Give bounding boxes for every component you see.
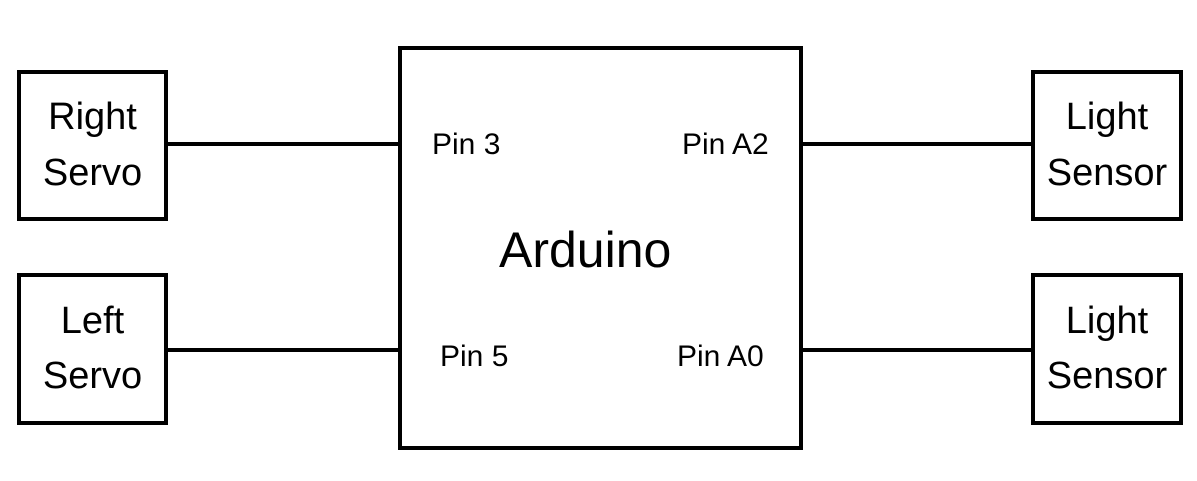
wire-pin-a2-light-sensor <box>803 142 1031 146</box>
pin-a2-label: Pin A2 <box>682 128 769 161</box>
wire-left-servo-pin-5 <box>168 348 400 352</box>
pin-3-label: Pin 3 <box>432 128 501 161</box>
left-servo-label-line1: Left <box>60 299 125 342</box>
right-servo-box: Right Servo <box>17 70 168 221</box>
arduino-box <box>398 46 803 450</box>
arduino-label: Arduino <box>499 222 672 278</box>
right-servo-label-line1: Right <box>48 96 137 139</box>
wire-pin-a0-light-sensor <box>803 348 1031 352</box>
light-sensor-top-box: Light Sensor <box>1031 70 1183 221</box>
wire-right-servo-pin-3 <box>168 142 400 146</box>
left-servo-box: Left Servo <box>17 273 168 425</box>
right-servo-label-line2: Servo <box>42 151 143 194</box>
light-sensor-bottom-label-line1: Light <box>1065 299 1149 342</box>
light-sensor-top-label-line2: Sensor <box>1046 151 1168 194</box>
light-sensor-bottom-box: Light Sensor <box>1031 273 1183 425</box>
light-sensor-top-label-line1: Light <box>1065 96 1149 139</box>
left-servo-label-line2: Servo <box>42 355 143 397</box>
light-sensor-bottom-label-line2: Sensor <box>1046 355 1168 397</box>
pin-5-label: Pin 5 <box>440 340 509 373</box>
pin-a0-label: Pin A0 <box>677 340 764 373</box>
